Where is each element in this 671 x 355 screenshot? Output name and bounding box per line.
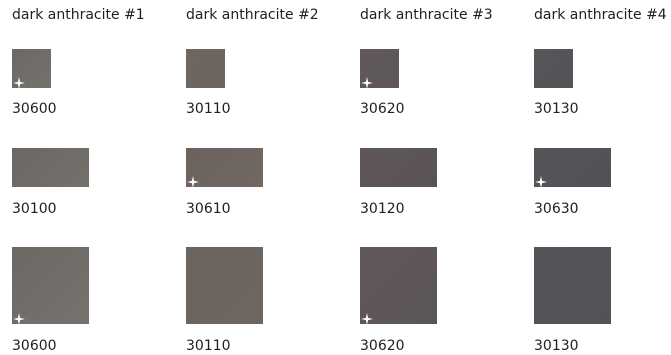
color-code-r2-c2: 30610	[186, 201, 231, 217]
color-code-r3-c2: 30110	[186, 338, 231, 354]
column-header-2: dark anthracite #2	[186, 7, 319, 23]
color-code-r3-c4: 30130	[534, 338, 579, 354]
color-code-r2-c4: 30630	[534, 201, 579, 217]
sparkle-icon	[187, 176, 199, 188]
color-swatch-r1-c2	[186, 49, 225, 88]
color-swatch-r3-c2	[186, 247, 263, 324]
color-swatch-r3-c1	[12, 247, 89, 325]
sparkle-icon	[361, 77, 373, 89]
column-header-3: dark anthracite #3	[360, 7, 493, 23]
color-code-r1-c3: 30620	[360, 101, 405, 117]
sparkle-icon	[13, 313, 25, 325]
color-swatch-r2-c1	[12, 148, 89, 187]
color-swatch-r2-c2	[186, 148, 263, 188]
sparkle-icon	[13, 77, 25, 89]
color-swatch-r1-c1	[12, 49, 51, 89]
color-code-r2-c3: 30120	[360, 201, 405, 217]
sparkle-icon	[535, 176, 547, 188]
color-code-r2-c1: 30100	[12, 201, 57, 217]
color-code-r1-c2: 30110	[186, 101, 231, 117]
color-swatch-r1-c3	[360, 49, 399, 89]
color-code-r1-c4: 30130	[534, 101, 579, 117]
color-swatch-r2-c3	[360, 148, 437, 187]
column-header-1: dark anthracite #1	[12, 7, 145, 23]
color-code-r3-c3: 30620	[360, 338, 405, 354]
color-swatch-r2-c4	[534, 148, 611, 188]
color-swatch-r1-c4	[534, 49, 573, 88]
sparkle-icon	[361, 313, 373, 325]
color-code-r1-c1: 30600	[12, 101, 57, 117]
color-code-r3-c1: 30600	[12, 338, 57, 354]
color-swatch-r3-c3	[360, 247, 437, 325]
column-header-4: dark anthracite #4	[534, 7, 667, 23]
color-swatch-r3-c4	[534, 247, 611, 324]
